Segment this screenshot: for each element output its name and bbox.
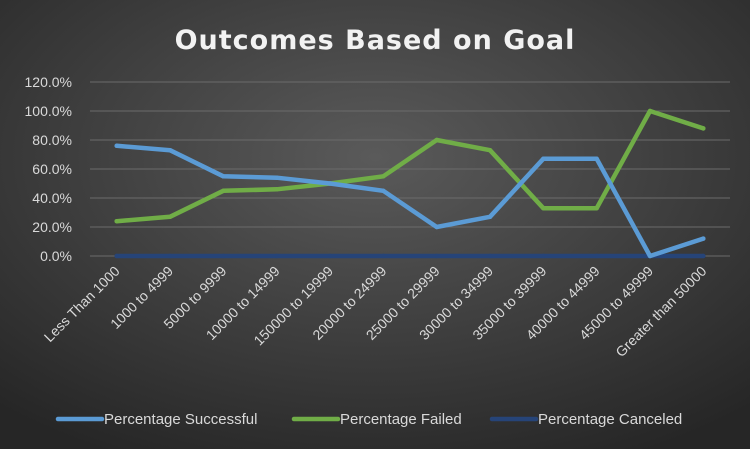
- data-point: [434, 224, 439, 230]
- data-point: [381, 253, 386, 259]
- legend-item: Percentage Canceled: [489, 411, 682, 428]
- data-point: [274, 253, 279, 259]
- data-point: [114, 143, 119, 148]
- data-point: [487, 253, 493, 259]
- legend-label: Percentage Successful: [104, 411, 257, 428]
- legend-item: Percentage Failed: [291, 411, 462, 428]
- y-tick-label: 120.0%: [25, 74, 72, 90]
- data-point: [274, 175, 279, 180]
- legend-item: Percentage Successful: [55, 411, 257, 428]
- legend-label: Percentage Canceled: [538, 411, 682, 428]
- chart-title: Outcomes Based on Goal: [175, 25, 576, 56]
- data-point: [114, 219, 119, 224]
- data-point: [381, 188, 386, 193]
- data-point: [167, 148, 173, 153]
- y-tick-label: 0.0%: [40, 248, 72, 264]
- data-point: [594, 206, 599, 211]
- data-point: [434, 137, 439, 143]
- y-tick-label: 40.0%: [32, 190, 72, 206]
- y-tick-label: 100.0%: [25, 103, 72, 119]
- data-point: [594, 253, 599, 259]
- data-point: [541, 253, 546, 259]
- series-lines: [114, 108, 706, 259]
- data-point: [114, 253, 119, 259]
- data-point: [487, 214, 493, 219]
- data-point: [647, 108, 653, 114]
- data-point: [274, 187, 279, 192]
- data-point: [221, 253, 226, 259]
- data-point: [381, 174, 386, 179]
- data-point: [701, 126, 706, 131]
- y-tick-label: 80.0%: [32, 132, 72, 148]
- series-line: [114, 143, 706, 259]
- legend: Percentage Successful Percentage Failed Pe…: [55, 411, 682, 428]
- data-point: [167, 214, 173, 219]
- data-point: [327, 253, 333, 259]
- data-point: [647, 253, 653, 259]
- data-point: [701, 236, 706, 241]
- y-axis-ticks: 0.0% 20.0% 40.0% 60.0% 80.0% 100.0% 120.0%: [25, 74, 72, 264]
- data-point: [541, 156, 546, 161]
- y-tick-label: 60.0%: [32, 161, 72, 177]
- data-point: [221, 188, 226, 193]
- data-point: [701, 253, 706, 259]
- legend-label: Percentage Failed: [340, 411, 462, 428]
- data-point: [327, 181, 333, 186]
- series-percentage-successful: [114, 143, 706, 259]
- series-line: [114, 108, 706, 224]
- y-tick-label: 20.0%: [32, 219, 72, 235]
- series-percentage-canceled: [114, 253, 706, 259]
- data-point: [541, 206, 546, 211]
- data-point: [487, 148, 493, 153]
- data-point: [434, 253, 439, 259]
- data-point: [167, 253, 173, 259]
- gridlines: [90, 81, 730, 257]
- data-point: [221, 174, 226, 179]
- data-point: [594, 156, 599, 161]
